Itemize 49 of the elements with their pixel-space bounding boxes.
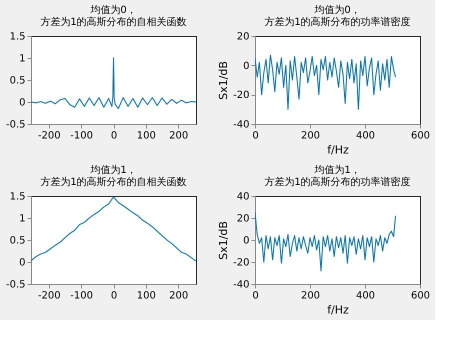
y-tick-label: 0.5 xyxy=(10,76,26,86)
y-tick-label: -20 xyxy=(233,258,250,268)
y-tick-label: -40 xyxy=(233,280,250,290)
y-tick-label: 1 xyxy=(19,54,26,64)
x-tick-label: 200 xyxy=(169,290,188,302)
x-tick-label: -200 xyxy=(38,290,61,302)
y-tick-label: 0.5 xyxy=(10,236,26,246)
x-tick-label: 400 xyxy=(356,130,376,142)
line-series xyxy=(31,196,196,262)
y-tick-label: 20 xyxy=(236,32,250,42)
x-tick-label: 0 xyxy=(252,130,259,142)
line-series xyxy=(255,54,396,110)
x-tick-label: -100 xyxy=(70,130,93,142)
chart-title: 均值为0，方差为1的高斯分布的功率谱密度 xyxy=(264,4,411,28)
y-tick-label: 0 xyxy=(19,258,26,268)
x-tick-label: 0 xyxy=(252,290,259,302)
y-tick-label: -0.5 xyxy=(6,120,26,130)
y-tick-label: 0 xyxy=(243,236,250,246)
x-tick-label: 400 xyxy=(356,290,376,302)
x-tick-label: 100 xyxy=(136,130,156,142)
x-tick-label: 0 xyxy=(110,130,118,142)
chart-title: 均值为1，方差为1的高斯分布的功率谱密度 xyxy=(264,164,411,188)
line-series xyxy=(31,58,196,110)
y-tick-label: -0.5 xyxy=(6,280,26,290)
chart-title: 均值为0，方差为1的高斯分布的自相关函数 xyxy=(40,4,187,28)
chart-title: 均值为1，方差为1的高斯分布的自相关函数 xyxy=(40,164,187,188)
y-tick-label: 40 xyxy=(236,192,250,202)
y-axis-title: Sx1/dB xyxy=(217,61,230,100)
x-tick-label: 200 xyxy=(169,130,188,142)
y-tick-label: 1.5 xyxy=(10,32,26,42)
x-tick-label: -100 xyxy=(70,290,93,302)
y-tick-label: 20 xyxy=(236,214,250,224)
x-tick-label: -200 xyxy=(38,130,61,142)
y-tick-label: 0 xyxy=(19,98,26,108)
x-tick-label: 200 xyxy=(300,290,320,302)
y-tick-label: 1 xyxy=(19,214,26,224)
y-axis-title: Sx1/dB xyxy=(217,221,230,260)
y-tick-label: -40 xyxy=(233,120,250,130)
x-tick-label: 600 xyxy=(410,290,430,302)
y-tick-label: 1.5 xyxy=(10,192,26,202)
x-tick-label: 200 xyxy=(300,130,320,142)
x-axis-title: f/Hz xyxy=(327,304,350,316)
line-series xyxy=(255,212,396,272)
x-axis-title: f/Hz xyxy=(327,144,350,156)
x-tick-label: 0 xyxy=(110,290,118,302)
y-tick-label: -20 xyxy=(233,90,250,102)
x-tick-label: 100 xyxy=(136,290,156,302)
y-tick-label: 0 xyxy=(243,60,250,72)
x-tick-label: 600 xyxy=(410,130,430,142)
